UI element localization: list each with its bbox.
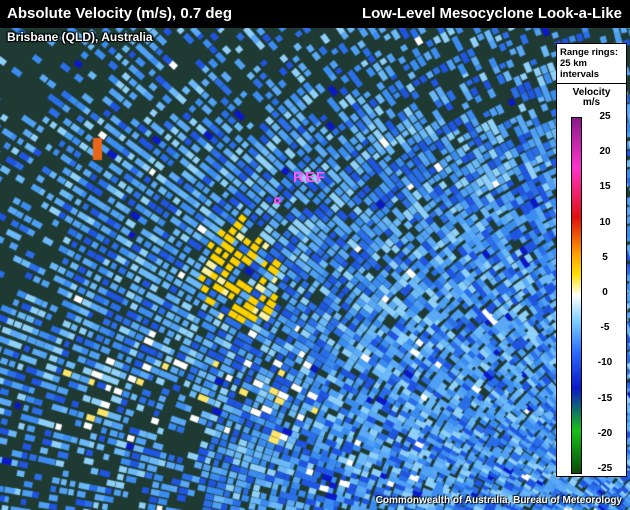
legend-tick-label: -25: [597, 463, 613, 474]
range-rings-line3: intervals: [560, 69, 600, 80]
product-title: Absolute Velocity (m/s), 0.7 deg: [7, 5, 233, 22]
legend-tick-label: -5: [600, 322, 610, 334]
title-bar: Absolute Velocity (m/s), 0.7 deg Low-Lev…: [0, 0, 630, 28]
legend-tick-label: -10: [597, 357, 613, 369]
legend-title-line2: m/s: [582, 97, 601, 108]
legend-tick-label: -15: [597, 392, 613, 404]
range-rings-line2: 25 km: [560, 58, 587, 69]
reference-label: REF: [293, 169, 326, 186]
legend-title-line1: Velocity: [572, 87, 611, 98]
credit-label: Commonwealth of Australia, Bureau of Met…: [375, 495, 622, 506]
legend-tick-label: 15: [599, 181, 611, 193]
legend-tick-label: -20: [597, 427, 613, 439]
legend-tick-label: 25: [599, 111, 611, 122]
event-title: Low-Level Mesocyclone Look-a-Like: [361, 5, 622, 22]
range-rings-line1: Range rings:: [560, 47, 619, 58]
velocity-color-scale: [571, 117, 582, 474]
range-rings-note: Range rings: 25 km intervals: [557, 44, 626, 84]
reference-marker-icon: [274, 197, 281, 204]
legend-tick-label: 10: [599, 216, 611, 228]
legend-tick-label: 20: [599, 146, 611, 158]
velocity-legend: Range rings: 25 km intervals Velocity m/…: [556, 43, 627, 477]
legend-tick-label: 5: [602, 251, 608, 263]
legend-title: Velocity m/s: [557, 88, 626, 108]
location-label: Brisbane (QLD), Australia: [7, 30, 153, 44]
legend-tick-label: 0: [602, 287, 608, 298]
